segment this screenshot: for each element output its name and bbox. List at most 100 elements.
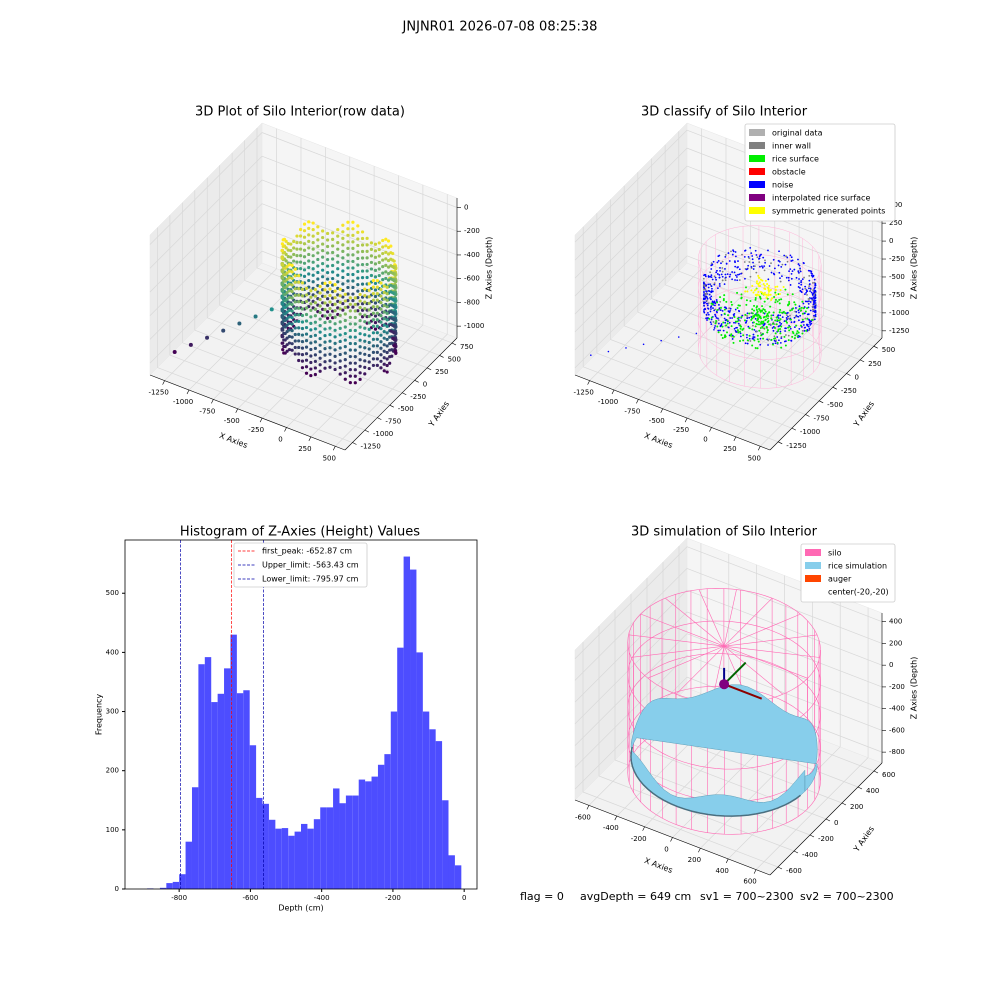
point-cloud (723, 308, 726, 311)
point-cloud (304, 306, 309, 310)
point-cloud (708, 317, 711, 320)
point-cloud (743, 319, 746, 322)
plot-title: 3D Plot of Silo Interior(row data) (195, 105, 405, 120)
point-cloud (737, 266, 739, 268)
point-cloud (287, 302, 292, 306)
point-cloud (768, 323, 771, 326)
tick-mark (832, 386, 837, 390)
tick-mark (819, 400, 824, 404)
point-cloud (338, 300, 342, 304)
point-cloud (724, 254, 727, 256)
point-cloud (325, 297, 330, 301)
point-cloud (713, 309, 716, 312)
point-cloud (351, 305, 355, 309)
wireframe (698, 589, 725, 647)
point-cloud (718, 274, 721, 276)
z-tick-label: 0 (889, 237, 893, 245)
point-cloud (778, 321, 781, 324)
point-cloud (801, 300, 804, 303)
bar (339, 803, 346, 889)
point-cloud (384, 276, 388, 281)
point-cloud (341, 269, 345, 273)
point-cloud (814, 315, 817, 317)
point-cloud (325, 264, 330, 268)
point-cloud (348, 381, 352, 385)
point-cloud (812, 282, 814, 284)
point-cloud (719, 329, 721, 332)
point-cloud (728, 275, 731, 278)
point-cloud (764, 287, 767, 290)
point-cloud (367, 360, 371, 364)
point-cloud (757, 320, 760, 323)
point-cloud (353, 315, 357, 320)
point-cloud (735, 326, 737, 329)
point-cloud (377, 273, 381, 278)
point-cloud (281, 334, 285, 339)
point-cloud (281, 289, 285, 293)
point-cloud (707, 307, 709, 310)
point-cloud (727, 314, 730, 317)
x-tick-label: -500 (649, 417, 665, 425)
point-cloud (302, 222, 307, 226)
point-cloud (360, 315, 365, 319)
grid-line (624, 325, 820, 402)
point-cloud (757, 323, 760, 326)
point-cloud (793, 337, 796, 340)
point-cloud (779, 277, 781, 280)
point-cloud (360, 256, 365, 260)
point-cloud (721, 270, 724, 273)
point-cloud (758, 281, 761, 284)
point-cloud (336, 312, 340, 317)
point-cloud (745, 303, 748, 306)
point-cloud (389, 329, 393, 333)
point-cloud (382, 303, 386, 308)
point-cloud (798, 264, 801, 267)
point-cloud (360, 276, 365, 280)
point-cloud (774, 298, 777, 301)
point-cloud (389, 322, 393, 327)
point-cloud (336, 254, 340, 258)
point-cloud (304, 325, 309, 330)
point-cloud (719, 269, 721, 272)
point-cloud (746, 339, 749, 342)
point-cloud (358, 338, 362, 342)
point-cloud (753, 289, 756, 292)
point-cloud (743, 256, 746, 258)
bar (390, 711, 398, 889)
point-cloud (759, 326, 762, 329)
point-cloud (762, 337, 765, 340)
point-cloud (779, 318, 782, 321)
legend-swatch (805, 575, 821, 582)
point-cloud (718, 283, 721, 285)
point-cloud (779, 308, 782, 311)
point-cloud (293, 313, 297, 317)
point-cloud (784, 344, 787, 347)
point-cloud (736, 273, 739, 276)
point-cloud (751, 317, 754, 320)
point-cloud (756, 334, 759, 337)
point-cloud (746, 290, 749, 293)
grid-line (261, 179, 458, 256)
point-cloud (321, 288, 325, 292)
point-cloud (805, 291, 808, 294)
point-cloud (365, 256, 369, 260)
point-cloud (336, 247, 340, 251)
point-cloud (331, 263, 335, 268)
point-cloud (351, 227, 355, 231)
grid-line (261, 227, 458, 303)
point-cloud (787, 317, 790, 320)
bar (243, 690, 250, 889)
point-cloud (725, 324, 728, 327)
tick-mark (284, 427, 287, 432)
point-cloud (338, 326, 342, 330)
point-cloud (804, 317, 807, 320)
point-cloud (304, 312, 309, 317)
point-cloud (281, 321, 285, 326)
point-cloud (375, 357, 379, 361)
point-cloud (786, 311, 789, 314)
point-cloud (800, 321, 803, 324)
point-cloud (773, 339, 776, 342)
tick-mark (873, 770, 879, 774)
point-cloud (302, 229, 307, 233)
point-cloud (299, 240, 303, 245)
